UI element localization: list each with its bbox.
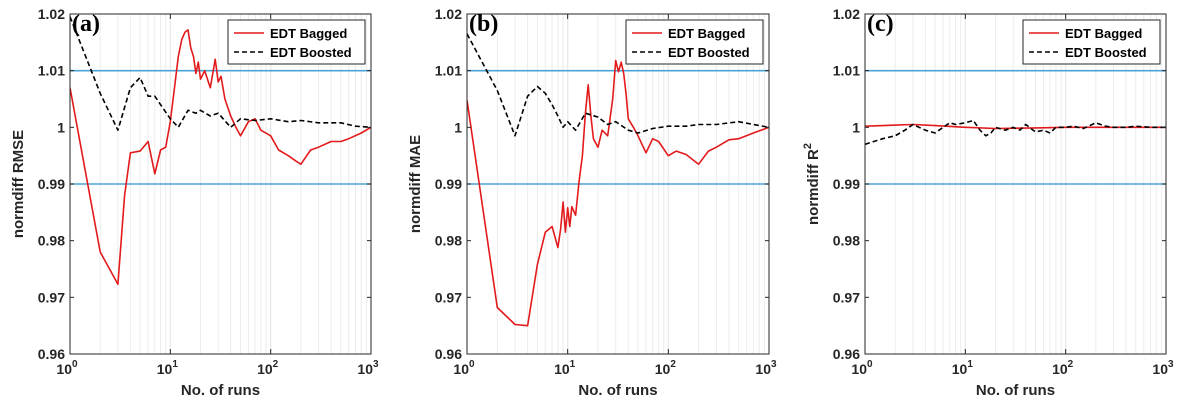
chart-1-panel: 0.96 0.97 0.98 0.99 1 1.01 1.02 100 101 102 103 No.… (407, 6, 777, 399)
chart-2-legend-label-0: EDT Bagged (1065, 26, 1142, 41)
chart-1-x-tick-label: 101 (554, 359, 576, 377)
chart-2-y-axis-title: normdiff R2 (802, 143, 822, 225)
chart-1-x-tick-label: 102 (655, 359, 677, 377)
chart-0-panel: 0.96 0.97 0.98 0.99 1 1.01 1.02 100 101 102 103 No.… (10, 6, 379, 399)
chart-2-x-tick-label: 102 (1052, 359, 1074, 377)
chart-2-legend: EDT Bagged EDT Boosted (1022, 19, 1161, 65)
chart-2-y-tick-label: 1.01 (833, 63, 860, 79)
chart-0-x-tick-label: 100 (56, 359, 78, 377)
chart-2-x-tick-label: 101 (952, 359, 974, 377)
chart-0-legend-label-1: EDT Boosted (270, 45, 352, 60)
chart-1-legend-label-1: EDT Boosted (668, 45, 750, 60)
chart-2-series-line-1 (865, 119, 1166, 146)
chart-0-panel-label: (a) (72, 11, 100, 37)
chart-1-series-line-1 (467, 33, 769, 137)
chart-0-series-line-0 (70, 29, 371, 286)
chart-1-x-tick-label: 100 (453, 359, 475, 377)
chart-1-legend-label-0: EDT Bagged (668, 26, 745, 41)
chart-0-y-tick-label: 0.97 (38, 289, 65, 305)
chart-1-legend-box (625, 19, 764, 65)
chart-2-legend-label-1: EDT Boosted (1065, 45, 1147, 60)
chart-0-legend: EDT Bagged EDT Boosted (227, 19, 366, 65)
chart-0-x-tick-label: 101 (157, 359, 179, 377)
chart-1-y-axis-title: normdiff MAE (407, 135, 424, 233)
chart-2-y-tick-label: 0.98 (833, 233, 860, 249)
chart-1-y-tick-label: 0.96 (435, 346, 462, 362)
chart-1-legend: EDT Bagged EDT Boosted (625, 19, 764, 65)
chart-1-y-tick-label: 1 (454, 119, 462, 135)
chart-1-y-tick-label: 0.97 (435, 289, 462, 305)
chart-1-y-tick-label: 0.98 (435, 233, 462, 249)
chart-0-y-tick-label: 0.99 (38, 176, 65, 192)
chart-1-series-line-0 (467, 59, 769, 327)
chart-1-x-tick-label: 103 (755, 359, 777, 377)
chart-1-y-tick-label: 1.02 (435, 6, 462, 22)
chart-2-y-tick-label: 0.96 (833, 346, 860, 362)
chart-0-y-tick-label: 0.96 (38, 346, 65, 362)
chart-0-series-line-1 (70, 16, 371, 131)
chart-0-legend-label-0: EDT Bagged (270, 26, 347, 41)
chart-0-x-tick-label: 102 (257, 359, 279, 377)
chart-1-series-group (467, 33, 769, 327)
chart-0-series-group (70, 16, 371, 286)
chart-0-y-axis-title: normdiff RMSE (10, 130, 27, 238)
chart-0-x-axis-title: No. of runs (181, 382, 260, 399)
chart-1-panel-label: (b) (469, 11, 498, 37)
chart-0-y-tick-label: 1 (57, 119, 65, 135)
chart-2-y-tick-label: 1 (852, 119, 860, 135)
chart-1-y-tick-label: 0.99 (435, 176, 462, 192)
chart-0-y-tick-label: 1.02 (38, 6, 65, 22)
chart-2-y-tick-label: 0.97 (833, 289, 860, 305)
chart-2-legend-box (1022, 19, 1161, 65)
chart-0-x-tick-label: 103 (357, 359, 379, 377)
chart-1-y-tick-label: 1.01 (435, 63, 462, 79)
chart-2-series-line-0 (865, 123, 1166, 130)
chart-2-y-tick-label: 1.02 (833, 6, 860, 22)
chart-1-x-axis-title: No. of runs (578, 382, 657, 399)
chart-2-x-tick-label: 103 (1152, 359, 1174, 377)
chart-2-series-group (865, 119, 1166, 146)
chart-2-x-tick-label: 100 (851, 359, 873, 377)
chart-2-panel-label: (c) (867, 11, 894, 37)
chart-2-x-axis-title: No. of runs (976, 382, 1055, 399)
chart-0-y-tick-label: 1.01 (38, 63, 65, 79)
chart-0-y-tick-label: 0.98 (38, 233, 65, 249)
chart-2-panel: 0.96 0.97 0.98 0.99 1 1.01 1.02 100 101 102 103 No.… (802, 6, 1174, 399)
chart-0-legend-box (227, 19, 366, 65)
chart-2-y-tick-label: 0.99 (833, 176, 860, 192)
